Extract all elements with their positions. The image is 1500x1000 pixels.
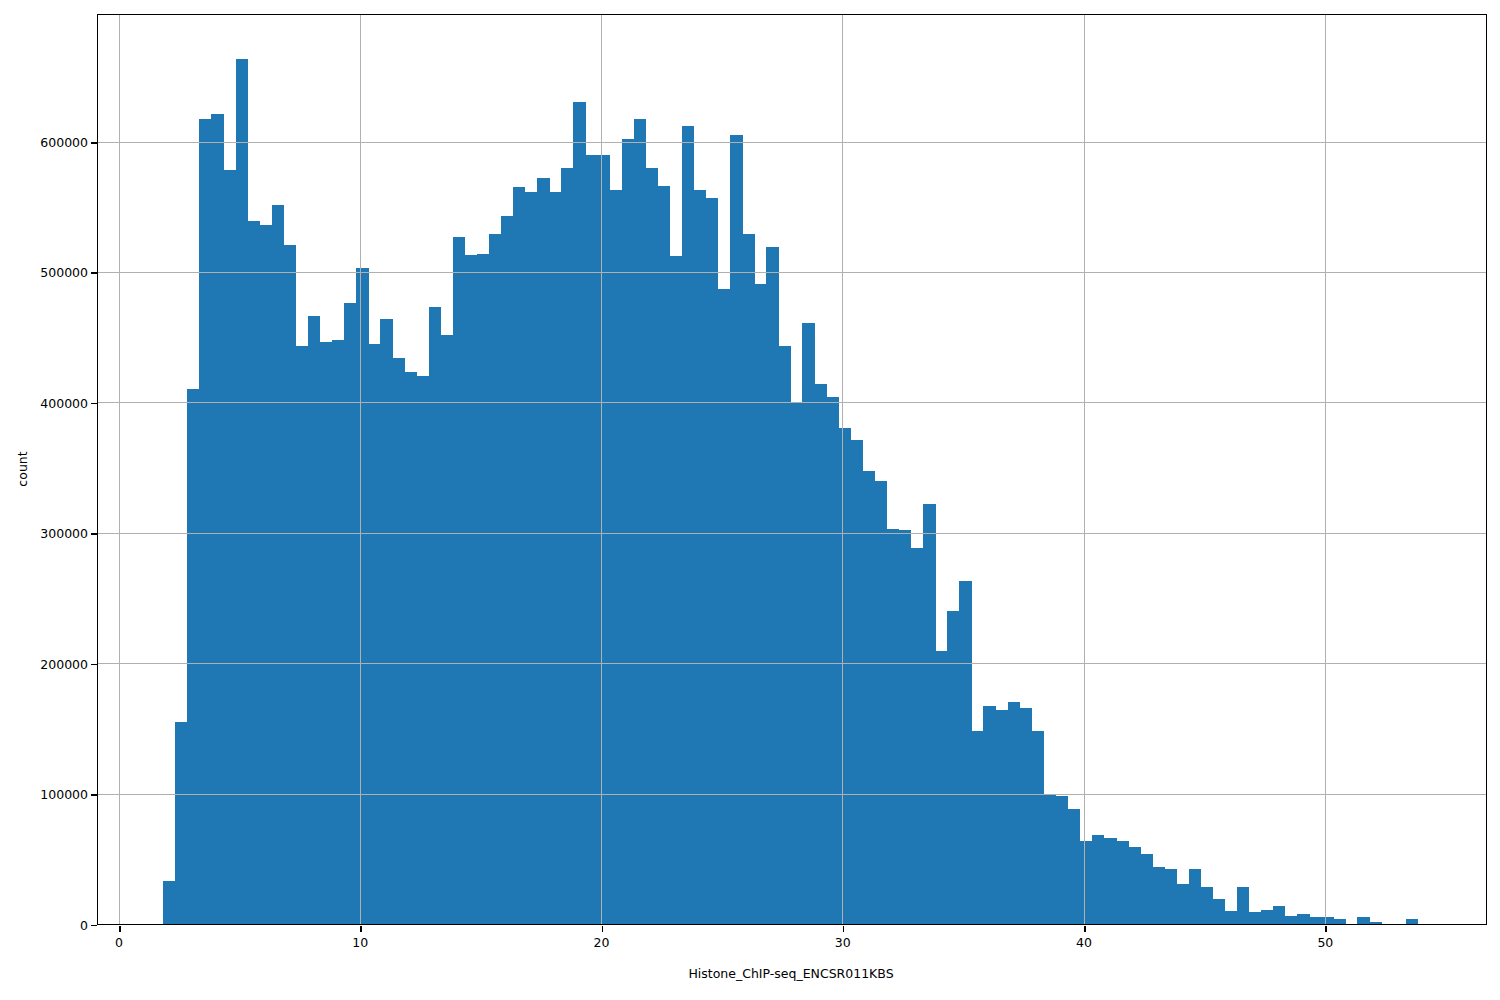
x-tick-mark <box>602 926 604 932</box>
grid-layer <box>98 15 1486 924</box>
x-gridline <box>842 15 843 924</box>
x-tick-label: 10 <box>352 935 368 950</box>
plot-area <box>97 14 1487 925</box>
y-tick-mark <box>91 664 97 666</box>
x-tick-label: 30 <box>835 935 851 950</box>
x-tick-mark <box>119 926 121 932</box>
y-tick-label: 600000 <box>0 135 88 150</box>
y-gridline <box>98 272 1486 273</box>
y-tick-mark <box>91 794 97 796</box>
y-tick-label: 300000 <box>0 526 88 541</box>
x-tick-label: 50 <box>1317 935 1333 950</box>
y-tick-mark <box>91 533 97 535</box>
y-tick-label: 500000 <box>0 265 88 280</box>
y-gridline <box>98 142 1486 143</box>
histogram-figure: 0 10 20 30 40 50 0 100000 200000 300000 400000 5000… <box>0 0 1500 1000</box>
x-axis-label: Histone_ChIP-seq_ENCSR011KBS <box>688 966 893 981</box>
y-axis-label: count <box>15 451 30 486</box>
y-gridline <box>98 663 1486 664</box>
y-tick-label: 100000 <box>0 787 88 802</box>
y-tick-label: 0 <box>0 917 88 932</box>
y-tick-label: 400000 <box>0 395 88 410</box>
y-tick-mark <box>91 925 97 927</box>
y-tick-mark <box>91 142 97 144</box>
x-gridline <box>1325 15 1326 924</box>
y-gridline <box>98 533 1486 534</box>
x-tick-mark <box>843 926 845 932</box>
y-gridline <box>98 402 1486 403</box>
x-tick-mark <box>1325 926 1327 932</box>
x-tick-mark <box>360 926 362 932</box>
x-gridline <box>1084 15 1085 924</box>
y-tick-label: 200000 <box>0 656 88 671</box>
x-gridline <box>601 15 602 924</box>
x-tick-label: 40 <box>1076 935 1092 950</box>
x-gridline <box>360 15 361 924</box>
x-tick-mark <box>1084 926 1086 932</box>
x-tick-label: 20 <box>594 935 610 950</box>
y-gridline <box>98 794 1486 795</box>
x-gridline <box>119 15 120 924</box>
y-tick-mark <box>91 403 97 405</box>
y-tick-mark <box>91 272 97 274</box>
x-tick-label: 0 <box>115 935 123 950</box>
